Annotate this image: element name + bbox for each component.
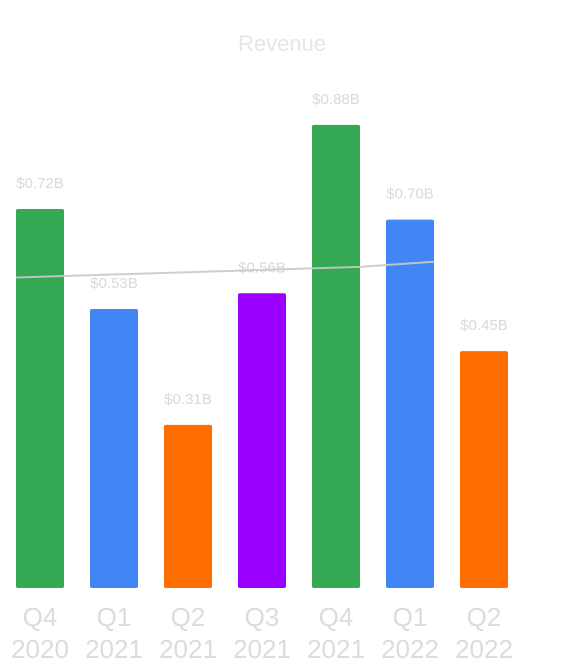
value-label-3: $0.56B (238, 259, 286, 276)
bar-5 (386, 219, 434, 588)
value-label-4: $0.88B (312, 91, 360, 108)
value-label-2: $0.31B (164, 391, 212, 408)
value-label-5: $0.70B (386, 186, 434, 203)
category-label-4: Q4 2021 (307, 602, 365, 664)
category-label-5: Q1 2022 (381, 602, 439, 664)
category-label-6: Q2 2022 (455, 602, 513, 664)
value-labels-group: $0.72B $0.53B $0.31B $0.56B $0.88B $0.70B $0.4… (16, 91, 508, 408)
category-labels-group: Q4 2020 Q1 2021 Q2 2021 Q3 2021 Q4 2021 Q1 2022 Q2 20… (11, 602, 513, 664)
bar-4 (312, 124, 360, 588)
trend-line (15, 260, 435, 279)
value-label-6: $0.45B (460, 317, 508, 334)
bar-3 (238, 293, 286, 588)
value-label-1: $0.53B (90, 275, 138, 292)
bars-group (16, 124, 508, 589)
value-label-0: $0.72B (16, 175, 64, 192)
category-label-1: Q1 2021 (85, 602, 143, 664)
bar-6 (460, 351, 508, 588)
category-label-0: Q4 2020 (11, 602, 69, 664)
category-label-3: Q3 2021 (233, 602, 291, 664)
category-label-2: Q2 2021 (159, 602, 217, 664)
bar-0 (16, 209, 64, 589)
bar-1 (90, 309, 138, 588)
bar-2 (164, 424, 212, 588)
chart-title: Revenue (238, 31, 326, 56)
